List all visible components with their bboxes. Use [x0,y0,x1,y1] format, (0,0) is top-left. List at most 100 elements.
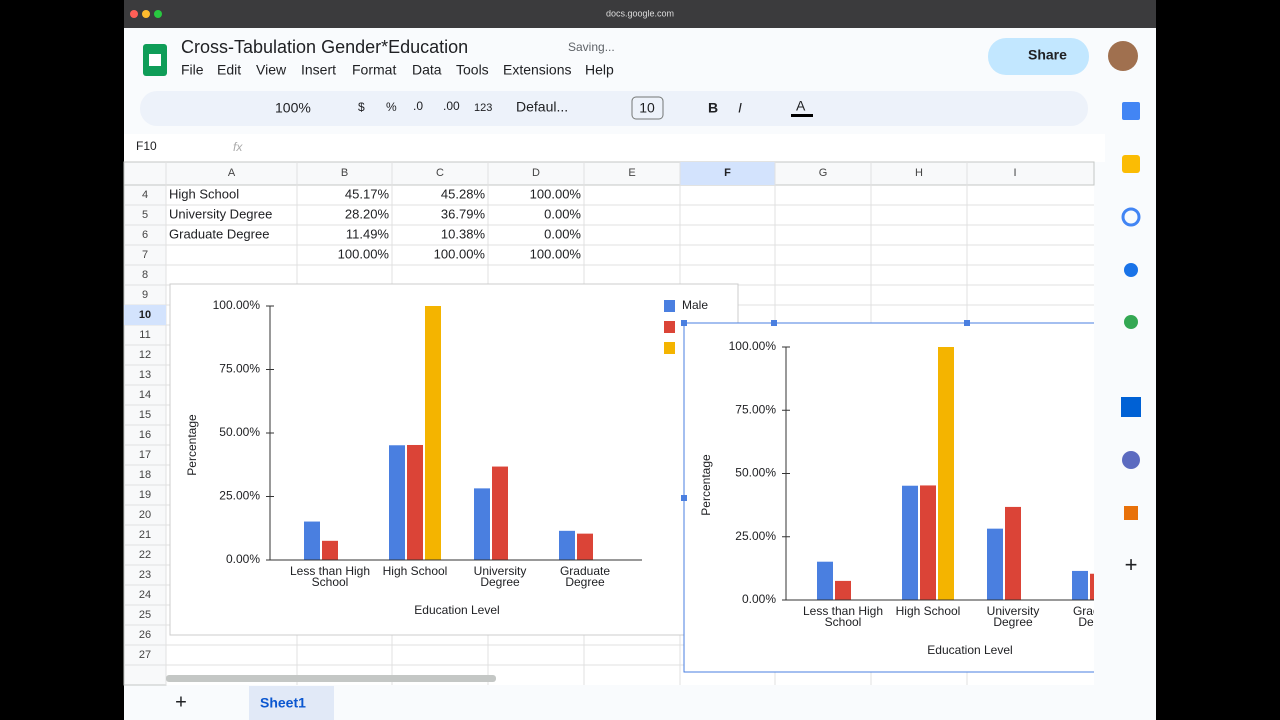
menu-item[interactable]: Insert [301,62,336,78]
cell[interactable]: University Degree [169,206,272,221]
cell[interactable]: 0.00% [544,206,581,221]
url[interactable]: docs.google.com [606,8,674,18]
row-number[interactable]: 18 [139,469,151,481]
y-tick-label: 0.00% [742,592,776,606]
menu-item[interactable]: Extensions [503,62,571,78]
column-header[interactable]: F [724,167,731,179]
row-number[interactable]: 13 [139,369,151,381]
menu-item[interactable]: Help [585,62,614,78]
menu-item[interactable]: View [256,62,287,78]
y-tick-label: 100.00% [729,339,777,353]
row-number[interactable]: 26 [139,629,151,641]
menu-item[interactable]: Data [412,62,442,78]
avatar[interactable] [1108,41,1138,71]
close-button[interactable] [130,10,138,18]
column-header[interactable]: D [532,167,540,179]
box-icon[interactable] [1121,397,1141,417]
cell[interactable]: 45.28% [441,186,486,201]
office-icon[interactable] [1124,506,1138,520]
maps-icon[interactable] [1124,315,1138,329]
column-header[interactable]: I [1013,167,1016,179]
share-button[interactable] [988,38,1089,75]
zoom-button[interactable] [154,10,162,18]
decrease-decimals[interactable]: .0 [413,99,423,113]
italic[interactable]: I [738,100,742,116]
percent[interactable]: % [386,100,397,114]
column-header[interactable]: G [819,167,828,179]
number-format[interactable]: 123 [474,102,492,114]
font-family[interactable]: Defaul... [516,99,568,115]
row-number[interactable]: 23 [139,569,151,581]
font-size[interactable]: 10 [639,100,655,116]
row-number[interactable]: 20 [139,509,151,521]
column-header[interactable]: C [436,167,444,179]
row-number[interactable]: 9 [142,289,148,301]
increase-decimals[interactable]: .00 [443,99,460,113]
row-number[interactable]: 25 [139,609,151,621]
row-number[interactable]: 21 [139,529,151,541]
cell[interactable]: Graduate Degree [169,226,269,241]
contacts-icon[interactable] [1124,263,1138,277]
y-tick-label: 0.00% [226,552,260,566]
share-label[interactable]: Share [1028,47,1067,63]
column-header[interactable]: H [915,167,923,179]
add-addon[interactable]: + [1125,552,1138,577]
cell[interactable]: 100.00% [434,246,486,261]
row-number[interactable]: 10 [139,309,151,321]
sheet-tab[interactable] [249,686,334,720]
cell[interactable]: 11.49% [346,226,390,241]
resize-handle[interactable] [771,320,777,326]
row-number[interactable]: 17 [139,449,151,461]
bold[interactable]: B [708,100,718,116]
cell[interactable]: 45.17% [345,186,390,201]
toolbar [140,91,1088,126]
resize-handle[interactable] [681,495,687,501]
resize-handle[interactable] [681,320,687,326]
tasks-icon[interactable] [1121,207,1141,227]
cell[interactable]: 100.00% [530,186,582,201]
row-number[interactable]: 5 [142,209,148,221]
currency[interactable]: $ [358,100,365,114]
cell[interactable]: 36.79% [441,206,486,221]
cell[interactable]: 100.00% [530,246,582,261]
cell[interactable]: 100.00% [338,246,390,261]
cell[interactable]: 28.20% [345,206,390,221]
sheet-tab-label[interactable]: Sheet1 [260,695,306,711]
row-number[interactable]: 27 [139,649,151,661]
zoom[interactable]: 100% [275,100,311,116]
menu-item[interactable]: Tools [456,62,489,78]
minimize-button[interactable] [142,10,150,18]
calendar-icon[interactable] [1122,102,1140,120]
row-number[interactable]: 22 [139,549,151,561]
menu-item[interactable]: Format [352,62,396,78]
bar [389,445,405,560]
row-number[interactable]: 12 [139,349,151,361]
menu-item[interactable]: File [181,62,204,78]
row-number[interactable]: 6 [142,229,148,241]
row-number[interactable]: 15 [139,409,151,421]
cell[interactable]: High School [169,186,239,201]
row-number[interactable]: 24 [139,589,151,601]
addon-icon[interactable] [1122,451,1140,469]
font-size-box[interactable] [631,96,664,120]
row-number[interactable]: 4 [142,189,148,201]
row-number[interactable]: 19 [139,489,151,501]
row-number[interactable]: 7 [142,249,148,261]
row-number[interactable]: 11 [139,329,150,341]
doc-title[interactable]: Cross-Tabulation Gender*Education [181,37,468,57]
row-number[interactable]: 14 [139,389,151,401]
column-header[interactable]: B [341,167,348,179]
cell[interactable]: 0.00% [544,226,581,241]
cell[interactable]: 10.38% [441,226,486,241]
column-header[interactable]: A [228,167,236,179]
row-number[interactable]: 8 [142,269,148,281]
add-sheet[interactable]: + [175,691,187,713]
cell-ref[interactable]: F10 [136,139,157,153]
row-number[interactable]: 16 [139,429,151,441]
text-color[interactable]: A [796,98,806,114]
resize-handle[interactable] [964,320,970,326]
column-header[interactable]: E [628,167,635,179]
keep-icon[interactable] [1122,155,1140,173]
menu-item[interactable]: Edit [217,62,241,78]
